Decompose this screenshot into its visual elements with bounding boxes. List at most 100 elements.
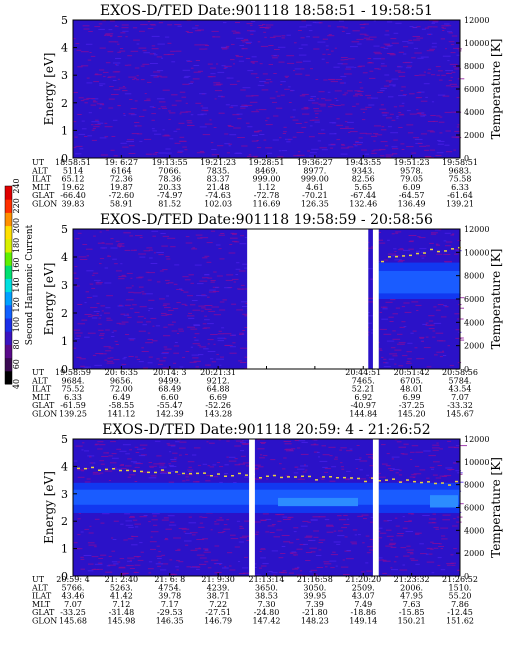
noise-speck <box>409 553 414 555</box>
noise-speck <box>365 562 369 564</box>
noise-speck <box>423 83 430 85</box>
noise-speck <box>98 28 105 30</box>
noise-speck <box>198 526 205 528</box>
noise-speck <box>97 448 103 450</box>
table-cell: 7066. <box>158 166 181 175</box>
noise-speck <box>108 29 113 31</box>
noise-speck <box>242 87 251 89</box>
temperature-point <box>280 476 283 479</box>
noise-speck <box>216 519 224 521</box>
noise-speck <box>398 365 404 367</box>
noise-speck <box>108 564 116 566</box>
noise-speck <box>321 98 326 100</box>
noise-speck <box>397 533 404 534</box>
noise-speck <box>93 235 96 237</box>
table-cell: 5766. <box>62 583 85 592</box>
noise-speck <box>105 33 114 35</box>
noise-speck <box>210 142 214 144</box>
noise-speck <box>413 473 422 475</box>
table-cell: 145.98 <box>107 617 135 626</box>
noise-speck <box>442 475 447 477</box>
noise-speck <box>200 105 204 107</box>
noise-speck <box>209 466 215 468</box>
noise-speck <box>145 153 152 155</box>
noise-speck <box>244 367 248 369</box>
noise-speck <box>193 447 201 449</box>
noise-speck <box>190 81 194 83</box>
noise-speck <box>250 73 258 75</box>
noise-speck <box>364 322 372 324</box>
noise-speck <box>202 107 208 109</box>
noise-speck <box>436 253 443 255</box>
noise-speck <box>112 80 117 81</box>
noise-speck <box>131 285 134 287</box>
noise-speck <box>240 362 247 363</box>
noise-speck <box>442 350 444 352</box>
noise-speck <box>368 62 373 63</box>
noise-speck <box>340 128 348 129</box>
noise-speck <box>230 534 236 536</box>
noise-speck <box>160 76 168 78</box>
noise-speck <box>112 258 117 260</box>
noise-speck <box>389 468 395 470</box>
noise-speck <box>328 78 336 80</box>
noise-speck <box>84 450 89 452</box>
noise-speck <box>318 549 322 551</box>
noise-speck <box>141 347 144 349</box>
noise-speck <box>224 287 231 289</box>
table-cell: -61.64 <box>447 191 473 200</box>
noise-speck <box>433 322 442 324</box>
noise-speck <box>224 566 227 568</box>
noise-speck <box>346 450 353 452</box>
noise-speck <box>240 107 246 109</box>
noise-speck <box>260 439 265 441</box>
noise-speck <box>305 74 310 76</box>
noise-speck <box>120 142 127 144</box>
noise-speck <box>238 573 245 575</box>
temperature-point <box>444 250 447 252</box>
noise-speck <box>340 76 347 78</box>
noise-speck <box>169 521 175 523</box>
noise-speck <box>204 561 209 563</box>
noise-speck <box>322 466 328 468</box>
noise-speck <box>355 459 361 460</box>
noise-speck <box>112 539 117 540</box>
table-cell: 145.68 <box>59 617 87 626</box>
noise-speck <box>201 295 208 297</box>
noise-speck <box>283 126 287 128</box>
noise-speck <box>165 152 172 154</box>
noise-speck <box>84 302 87 304</box>
noise-speck <box>401 102 405 104</box>
noise-speck <box>184 540 192 542</box>
noise-speck <box>204 274 210 276</box>
noise-speck <box>457 569 461 571</box>
noise-speck <box>229 83 238 85</box>
noise-speck <box>80 51 89 53</box>
noise-speck <box>173 362 177 364</box>
noise-speck <box>227 552 233 554</box>
noise-speck <box>315 22 321 24</box>
noise-speck <box>98 23 103 25</box>
table-cell: 21:13:14 <box>249 575 285 584</box>
noise-speck <box>92 272 99 274</box>
colorbar-swatch <box>5 278 12 293</box>
noise-speck <box>87 135 92 137</box>
temperature-point <box>182 472 185 475</box>
noise-speck <box>339 82 344 84</box>
noise-speck <box>173 537 181 539</box>
noise-speck <box>136 277 143 279</box>
noise-speck <box>241 333 245 335</box>
table-cell: 144.84 <box>349 410 377 419</box>
noise-speck <box>310 519 318 521</box>
noise-speck <box>235 22 240 23</box>
noise-speck <box>323 561 330 563</box>
noise-speck <box>219 258 225 260</box>
noise-speck <box>169 573 177 575</box>
noise-speck <box>277 156 284 158</box>
temperature-point <box>273 474 276 477</box>
table-cell: 132.46 <box>349 200 377 209</box>
noise-speck <box>347 121 354 123</box>
noise-speck <box>334 47 337 49</box>
noise-speck <box>406 110 411 112</box>
noise-speck <box>292 568 298 570</box>
